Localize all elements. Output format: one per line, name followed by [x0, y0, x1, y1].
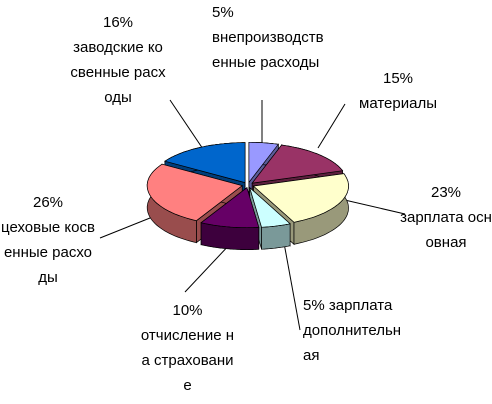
- value-label: 5%: [303, 297, 325, 314]
- slice-wall: [261, 223, 291, 250]
- slice: [248, 141, 279, 184]
- slice: [249, 186, 291, 228]
- slice-label: 23% зарплата основная: [400, 180, 492, 255]
- leader-lines: [99, 99, 406, 331]
- leader-line: [184, 241, 233, 293]
- slice: [251, 144, 344, 184]
- slice-label: 5% внепроизводственные расходы: [212, 0, 324, 75]
- value-label: 5%: [212, 4, 234, 21]
- category-label: материалы: [359, 95, 437, 112]
- value-label: 15%: [382, 70, 414, 87]
- leader-line: [99, 213, 161, 239]
- slice-label: 16% заводские косвенные расходы: [70, 10, 166, 110]
- slices: [146, 141, 349, 251]
- value-label: 10%: [172, 302, 203, 319]
- value-label: 26%: [32, 194, 64, 211]
- slice: [200, 187, 260, 229]
- slice-label: 5% зарплата дополнительная: [303, 293, 403, 368]
- value-label: 16%: [102, 14, 134, 31]
- slice: [164, 142, 246, 184]
- category-label: внепроизводственные расходы: [212, 29, 324, 71]
- slice: [252, 173, 349, 223]
- category-label: зарплата дополнительная: [303, 297, 402, 364]
- slice: [146, 163, 243, 222]
- leader-line: [317, 103, 346, 149]
- leader-line: [335, 197, 406, 215]
- leader-line: [281, 231, 301, 331]
- category-label: цеховые косвенные расходы: [1, 219, 95, 286]
- slice-label: 15% материалы: [348, 66, 448, 116]
- category-label: заводские косвенные расходы: [70, 39, 166, 106]
- category-label: зарплата основная: [400, 209, 492, 251]
- slice-label: 10% отчисление на страхование: [140, 298, 235, 398]
- category-label: отчисление на страхование: [140, 327, 235, 394]
- leader-line: [169, 99, 206, 153]
- value-label: 23%: [430, 184, 462, 201]
- slice-label: 26% цеховые косвенные расходы: [0, 190, 96, 290]
